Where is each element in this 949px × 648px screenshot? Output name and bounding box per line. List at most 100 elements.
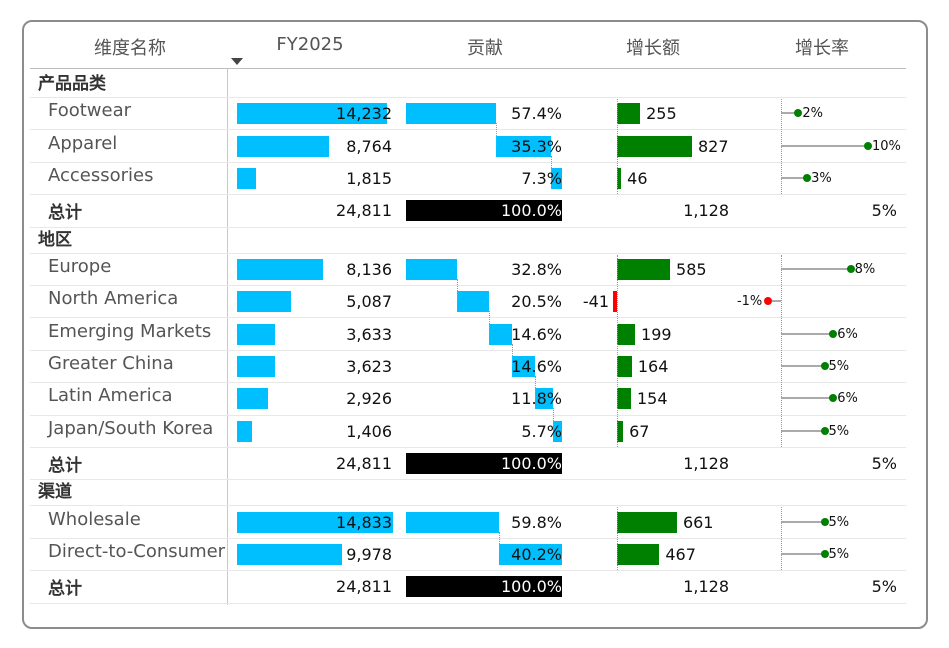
- growth-value: 46: [627, 169, 648, 188]
- total-label: 总计: [48, 579, 82, 600]
- growth-value: 164: [637, 357, 669, 376]
- rate-stem: [772, 300, 781, 303]
- fy-bar: [237, 511, 393, 533]
- growth-value: 585: [676, 259, 707, 279]
- growth-bar: [617, 135, 692, 157]
- header-divider: [30, 68, 906, 69]
- fy-bar: [237, 135, 330, 157]
- contribution-value: 59.8%: [511, 512, 562, 532]
- rate-stem: [781, 553, 825, 555]
- waterfall-connector: [499, 531, 501, 554]
- contribution-bar: [499, 544, 562, 565]
- contribution-bar: [489, 323, 512, 345]
- contribution-value: 40.2%: [511, 545, 562, 564]
- total-contribution-value: 100.0%: [500, 454, 562, 474]
- contribution-bar: [457, 291, 490, 313]
- row-divider: [30, 602, 906, 604]
- fy-value: 3,623: [346, 357, 392, 376]
- rate-stem: [781, 520, 825, 523]
- row-divider: [30, 479, 906, 481]
- total-label: 总计: [48, 456, 82, 477]
- rate-stem: [781, 397, 834, 400]
- growth-value: 67: [629, 421, 650, 441]
- row-label: Direct-to-Consumer: [48, 541, 226, 562]
- fy-value: 3,633: [346, 324, 392, 344]
- fy-bar: [237, 356, 276, 377]
- rate-stem: [781, 177, 808, 179]
- row-divider: [30, 161, 906, 163]
- growth-bar: [617, 388, 631, 410]
- total-rate-value: 5%: [871, 201, 897, 221]
- rate-value: 5%: [828, 359, 850, 374]
- growth-bar-negative: [613, 291, 617, 313]
- group-header: 产品品类: [38, 74, 106, 94]
- row-label: Greater China: [48, 353, 174, 374]
- rate-dot: [864, 141, 872, 150]
- growth-value: 154: [636, 389, 668, 409]
- rate-stem: [781, 332, 834, 335]
- header-growth: 增长额: [626, 38, 680, 59]
- contribution-value: 35.3%: [511, 136, 562, 156]
- growth-axis: [617, 507, 618, 571]
- sort-desc-icon[interactable]: [231, 58, 243, 65]
- rate-stem: [781, 144, 868, 147]
- growth-bar: [617, 420, 624, 442]
- total-fy-value: 24,811: [336, 201, 392, 221]
- total-fy-value: 24,811: [336, 577, 392, 597]
- header-fy2025[interactable]: FY2025: [276, 34, 344, 55]
- contribution-bar: [495, 135, 551, 157]
- growth-bar: [617, 544, 660, 565]
- rate-value: 8%: [854, 261, 876, 277]
- fy-value: 9,978: [346, 545, 392, 564]
- row-divider: [30, 252, 906, 254]
- waterfall-connector: [511, 343, 513, 366]
- growth-bar: [617, 356, 632, 377]
- fy-bar: [237, 291, 291, 313]
- rate-stem: [781, 365, 825, 367]
- rate-dot: [794, 109, 803, 118]
- total-rate-value: 5%: [871, 577, 897, 597]
- rate-value: 3%: [811, 171, 832, 186]
- row-label: Emerging Markets: [48, 320, 212, 342]
- fy-value: 8,136: [346, 259, 392, 279]
- name-column-divider: [227, 69, 228, 605]
- fy-value: 2,926: [346, 389, 392, 409]
- rate-value: -1%: [736, 294, 763, 310]
- rate-value: 2%: [802, 106, 824, 122]
- growth-bar: [617, 511, 677, 533]
- fy-bar: [237, 323, 276, 345]
- total-contribution-bar: [406, 576, 562, 598]
- rate-dot: [846, 264, 855, 273]
- total-growth-value: 1,128: [683, 577, 729, 597]
- growth-value: 661: [682, 512, 714, 532]
- row-divider: [30, 537, 906, 539]
- row-label: Latin America: [48, 385, 173, 407]
- rate-dot: [829, 329, 838, 338]
- fy-value: 14,232: [336, 104, 392, 124]
- row-divider: [30, 129, 906, 131]
- row-label: Apparel: [48, 132, 118, 154]
- contribution-value: 57.4%: [511, 104, 562, 124]
- row-divider: [30, 317, 906, 319]
- waterfall-connector: [489, 311, 491, 334]
- fy-value: 1,815: [346, 169, 392, 188]
- header-contribution: 贡献: [467, 38, 503, 59]
- total-contribution-value: 100.0%: [500, 577, 562, 597]
- growth-value: 827: [698, 136, 729, 156]
- row-divider: [30, 505, 906, 507]
- total-contribution-bar: [406, 453, 562, 475]
- total-rate-value: 5%: [871, 454, 897, 474]
- rate-dot: [820, 362, 829, 370]
- row-divider: [30, 349, 906, 351]
- row-divider: [30, 194, 906, 196]
- fy-bar: [237, 544, 342, 565]
- rate-value: 10%: [872, 138, 901, 154]
- row-divider: [30, 570, 906, 572]
- waterfall-connector: [457, 278, 459, 302]
- contribution-bar: [406, 258, 458, 280]
- contribution-value: 5.7%: [521, 421, 562, 441]
- fy-bar: [237, 388, 268, 410]
- group-header: 渠道: [38, 482, 72, 503]
- row-label: Footwear: [48, 100, 132, 122]
- fy-bar: [237, 420, 252, 442]
